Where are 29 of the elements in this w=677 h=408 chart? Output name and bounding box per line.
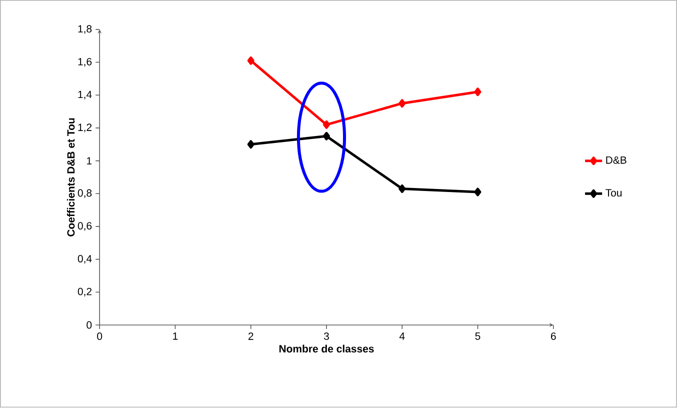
y-tick-label: 1,8 (78, 25, 92, 34)
y-tick-label: 1,6 (78, 58, 92, 67)
y-tick-label: 0,4 (78, 255, 92, 264)
y-tick-label: 0,8 (78, 190, 92, 198)
x-tick-label: 5 (475, 332, 480, 340)
x-tick-label: 3 (324, 332, 329, 340)
x-tick-label: 2 (248, 332, 254, 340)
point (322, 132, 330, 141)
point (247, 56, 254, 66)
y-tick-label: 1,2 (78, 124, 92, 133)
y-tick-label: 1 (87, 157, 92, 165)
y-tick-label: 0,2 (78, 288, 92, 297)
point (247, 140, 254, 149)
point (398, 184, 406, 194)
point (474, 88, 482, 96)
x-tick-label: 6 (551, 332, 556, 340)
x-tick-label: 1 (173, 332, 178, 340)
y-tick-label: 0,6 (78, 222, 92, 232)
x-tick-label: 0 (97, 332, 102, 340)
x-axis-title: Nombre de classes (279, 345, 374, 353)
legend-label: D&B (606, 156, 626, 164)
point (398, 99, 406, 108)
point (474, 188, 482, 196)
point (322, 120, 330, 130)
y-axis-title: Coefficients D&B et Tou (66, 118, 75, 237)
y-tick-label: 0 (86, 322, 92, 329)
y-tick-label: 1,4 (78, 91, 92, 100)
legend-label: Tou (606, 189, 622, 197)
x-tick-label: 4 (399, 332, 405, 340)
